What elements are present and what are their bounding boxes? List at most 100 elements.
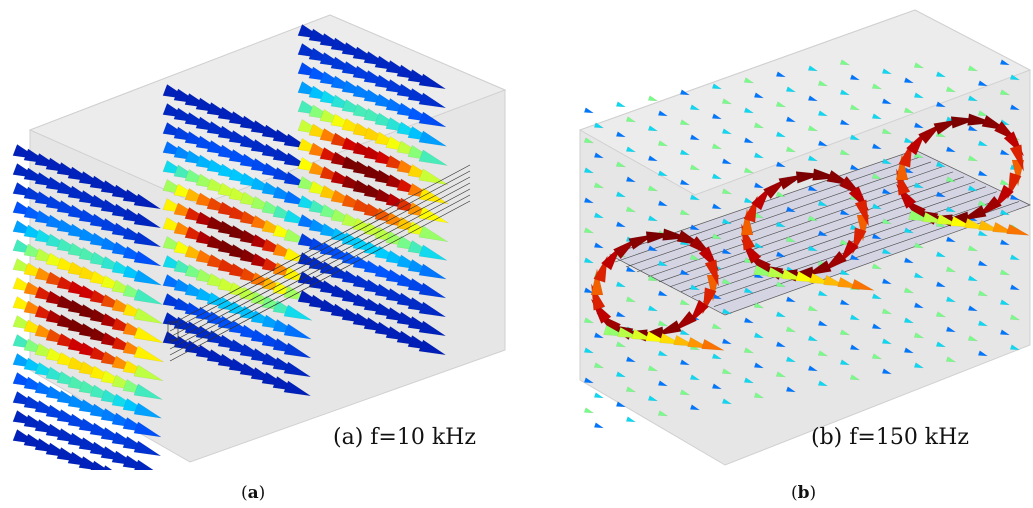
field-arrow [881,368,893,375]
field-arrow [977,230,989,237]
field-arrow [625,356,637,363]
field-arrow [679,359,691,366]
field-arrow [583,167,595,174]
field-arrow [721,278,733,285]
field-arrow [134,459,154,470]
field-arrow [839,59,851,66]
field-arrow-loop [854,199,869,227]
field-arrow [817,290,829,297]
field-arrow [903,347,915,354]
field-arrow [785,206,797,213]
field-arrow [283,323,312,340]
field-arrow [593,152,605,159]
field-arrow [935,251,947,258]
field-arrow [807,125,819,132]
conductor-line [625,161,932,268]
field-arrow [418,263,447,280]
field-arrow [657,410,669,417]
field-arrow [871,233,883,240]
field-arrow [615,311,627,318]
field-arrow [785,116,797,123]
field-arrow [418,244,448,261]
field-arrow [133,212,161,229]
field-arrow [753,152,765,159]
field-arrow [967,245,979,252]
field-arrow [817,200,829,207]
conductor-line [169,176,471,338]
conductor-line [169,188,471,350]
field-arrow [418,225,448,242]
field-arrow [849,374,861,381]
field-arrow [657,380,669,387]
field-arrow [753,362,765,369]
field-arrow [583,107,595,114]
field-arrow [945,266,957,273]
field-arrow [1009,254,1021,261]
field-arrow [593,422,605,429]
field-arrow [849,104,861,111]
field-arrow [785,146,797,153]
field-arrow [647,305,659,312]
field-arrow [593,392,605,399]
field-arrow [851,278,875,291]
field-arrow [903,107,915,114]
field-arrow [1009,284,1021,291]
field-arrow [689,284,701,291]
field-arrow [849,254,861,261]
field-arrow [999,59,1011,66]
field-arrow [839,329,851,336]
field-arrow [721,398,733,405]
field-arrow [615,101,627,108]
field-arrow [881,158,893,165]
field-arrow [967,335,979,342]
field-arrow [689,404,701,411]
field-arrow [701,338,725,351]
caption-a-letter: a [247,483,259,503]
field-arrow [1009,314,1021,321]
conductor-line [169,194,471,356]
field-arrow [871,263,883,270]
field-arrow [881,68,893,75]
field-arrow [625,266,637,273]
field-arrow [967,125,979,132]
field-arrow [1009,344,1021,351]
field-arrow [583,407,595,414]
field-arrow [881,338,893,345]
field-arrow [711,173,723,180]
field-arrow [935,341,947,348]
field-arrow [871,113,883,120]
field-arrow [913,272,925,279]
field-arrow [679,389,691,396]
field-arrows-a [12,24,449,470]
field-arrow [418,73,446,90]
field-arrow [935,311,947,318]
field-arrow [583,197,595,204]
field-arrow [935,71,947,78]
field-arrow [1009,74,1021,81]
field-arrow [999,329,1011,336]
field-arrow [807,155,819,162]
field-arrow [689,254,701,261]
field-arrow [935,191,947,198]
field-arrow [785,326,797,333]
field-arrow [881,98,893,105]
field-arrow [133,269,162,286]
field-arrow [593,362,605,369]
field-arrow [775,341,787,348]
field-arrow [967,185,979,192]
field-arrow [418,282,446,299]
field-arrow [913,182,925,189]
field-arrow [133,250,162,267]
field-arrow [743,197,755,204]
field-arrow [133,421,162,438]
field-arrow [817,140,829,147]
field-arrow [945,296,957,303]
domain-top [578,9,1032,196]
conductor-line [680,186,987,292]
field-arrow [657,350,669,357]
field-arrow [881,188,893,195]
field-arrow [913,332,925,339]
field-arrow [999,179,1011,186]
field-arrow-loop [740,208,754,236]
field-arrow [743,77,755,84]
